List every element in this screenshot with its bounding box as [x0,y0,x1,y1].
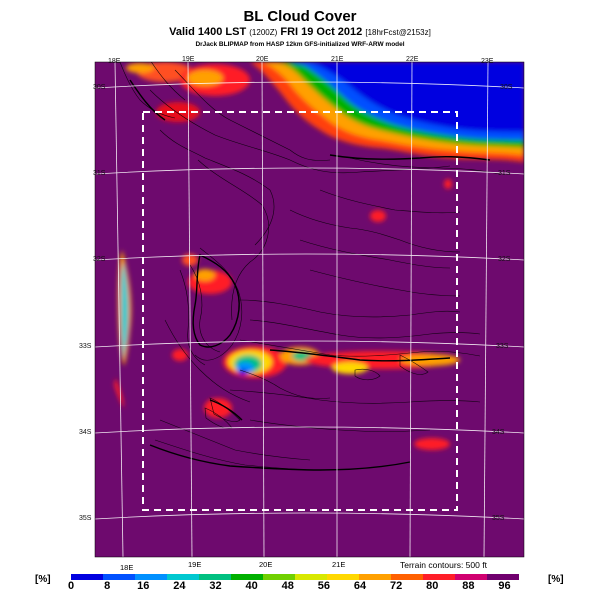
lat-label-left: 30S [93,84,106,91]
colorbar-swatch [359,574,391,580]
colorbar-tick-label: 24 [173,580,186,592]
colorbar-tick-label: 64 [353,580,367,592]
colorbar-swatch [103,574,135,580]
lat-label-left: 31S [93,170,106,177]
model-credit: DrJack BLIPMAP from HASP 12km GFS-initia… [195,41,405,48]
lon-label-top: 18E [108,58,121,65]
lat-label-right: 32S [498,256,511,263]
colorbar-tick-label: 48 [281,580,294,592]
colorbar-swatch [263,574,295,580]
colorbar-swatch [295,574,327,580]
lat-label-left: 32S [93,256,106,263]
lon-label-top: 21E [331,56,344,63]
terrain-contours-bold [129,79,491,471]
colorbar-tick-label: 32 [209,580,222,592]
lat-label-right: 35S [492,515,505,522]
terrain-contour-note: Terrain contours: 500 ft [400,560,487,570]
colorbar-swatch [487,574,519,580]
colorbar-tick-label: 96 [498,580,511,592]
lat-label-left: 34S [79,429,92,436]
unit-label-left: [%] [35,574,51,585]
colorbar-tick-label: 72 [390,580,403,592]
unit-label-right: [%] [548,574,564,585]
colorbar-tick-label: 16 [137,580,150,592]
colorbar-tick-label: 80 [426,580,439,592]
colorbar-tick-label: 8 [104,580,111,592]
lon-label-top: 23E [481,58,494,65]
lat-label-left: 35S [79,515,92,522]
lon-label-top: 22E [406,56,419,63]
chart-title: BL Cloud Cover [243,8,357,25]
colorbar-tick-label: 0 [67,580,75,592]
lat-label-left: 33S [79,343,92,350]
colorbar-swatch [327,574,359,580]
colorbar-swatch [135,574,167,580]
lat-label-right: 30S [500,84,513,91]
lon-label-bottom: 18E [120,563,134,572]
colorbar-swatch [199,574,231,580]
colorbar-swatch [71,574,103,580]
lat-label-right: 33S [496,343,509,350]
colorbar-tick-label: 56 [317,580,331,592]
colorbar [71,574,519,580]
lat-lon-grid [95,62,524,557]
colorbar-swatch [423,574,455,580]
colorbar-swatch [231,574,263,580]
colorbar-tick-label: 40 [245,580,258,592]
lon-label-bottom: 21E [332,560,346,569]
lat-label-right: 31S [498,170,511,177]
lon-label-bottom: 19E [188,560,202,569]
colorbar-swatch [391,574,423,580]
analysis-box [142,111,458,511]
lon-label-top: 19E [182,56,195,63]
valid-time: Valid 1400 LST (1200Z) FRI 19 Oct 2012 [… [169,26,431,38]
lon-label-top: 20E [256,56,269,63]
colorbar-swatch [455,574,487,580]
lon-label-bottom: 20E [259,560,273,569]
colorbar-swatch [167,574,199,580]
lat-label-right: 34S [492,429,505,436]
colorbar-tick-label: 88 [462,580,475,592]
